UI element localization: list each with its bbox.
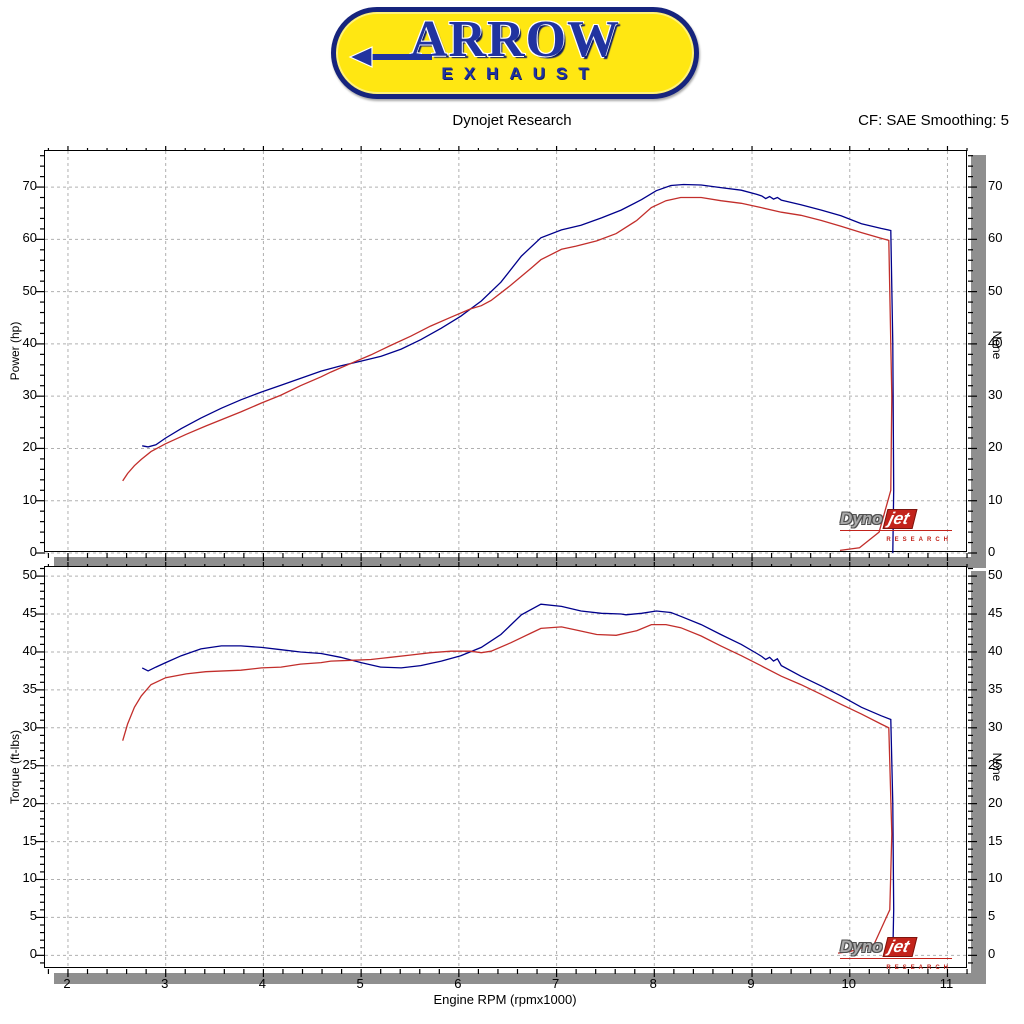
y-tick-label-right: 10	[988, 491, 1003, 507]
y-tick-label-right: 5	[988, 908, 996, 924]
dynojet-watermark: Dyno jet RESEARCH	[840, 509, 952, 549]
y-tick-label: 5	[29, 908, 37, 924]
power-chart-shadow-bottom	[54, 557, 986, 568]
torque-curve-red	[122, 623, 893, 954]
y-tick-label-right: 40	[988, 334, 1003, 350]
y-tick-label-right: 15	[988, 832, 1003, 848]
torque-chart-shadow-bottom	[54, 973, 986, 984]
x-tick-label: 8	[649, 976, 657, 991]
y-tick-label: 50	[22, 567, 37, 583]
y-tick-label-right: 70	[988, 178, 1003, 194]
arrow-sub-text: EXHAUST	[441, 64, 600, 83]
y-tick-label-right: 50	[988, 567, 1003, 583]
y-tick-label: 40	[22, 334, 37, 350]
y-tick-label: 25	[22, 756, 37, 772]
y-tick-label-right: 0	[988, 544, 996, 559]
y-tick-label: 0	[29, 544, 37, 559]
torque-chart-svg	[36, 562, 977, 977]
y-tick-label-right: 60	[988, 230, 1003, 246]
y-tick-label-right: 40	[988, 642, 1003, 658]
torque-y-axis-label: Torque (ft-lbs)	[8, 729, 22, 805]
dynojet-logo-text: Dyno	[840, 937, 883, 956]
dynojet-jet-text: jet	[882, 509, 917, 529]
dynojet-watermark: Dyno jet RESEARCH	[840, 937, 952, 977]
correction-factor-label: CF: SAE Smoothing: 5	[858, 112, 1009, 129]
y-tick-label-right: 20	[988, 794, 1003, 810]
left-arrow-icon	[348, 46, 434, 73]
y-tick-label-right: 30	[988, 718, 1003, 734]
y-tick-label-right: 10	[988, 870, 1003, 886]
y-tick-label: 15	[22, 832, 37, 848]
y-tick-label: 40	[22, 642, 37, 658]
power-chart-shadow-right	[971, 155, 986, 568]
y-tick-label: 70	[22, 178, 37, 194]
y-tick-label: 20	[22, 794, 37, 810]
y-tick-label-right: 0	[988, 946, 996, 962]
power-y-axis-label: Power (hp)	[8, 321, 22, 381]
y-tick-label: 50	[22, 282, 37, 298]
y-tick-label-right: 25	[988, 756, 1003, 772]
torque-curve-blue	[141, 603, 895, 956]
dynojet-jet-text: jet	[882, 937, 917, 957]
y-tick-label: 10	[22, 870, 37, 886]
x-tick-label: 7	[551, 976, 560, 991]
power-curve-red	[122, 196, 893, 552]
arrow-brand-text: ARROW	[409, 11, 621, 68]
x-tick-label: 11	[939, 976, 954, 991]
y-tick-label: 30	[22, 718, 37, 734]
torque-chart-shadow-right	[971, 571, 986, 984]
dynojet-research-text: RESEARCH	[840, 530, 952, 549]
report-title: Dynojet Research	[452, 112, 572, 129]
y-tick-label: 45	[22, 605, 37, 621]
y-tick-label: 35	[22, 680, 37, 696]
torque-chart-plot-area: Dyno jet RESEARCH	[36, 562, 977, 977]
dynojet-logo-text: Dyno	[840, 509, 883, 528]
x-tick-label: 5	[356, 976, 364, 991]
power-chart-svg	[36, 146, 977, 561]
y-tick-label-right: 20	[988, 439, 1003, 455]
power-chart-plot-area: Dyno jet RESEARCH	[36, 146, 977, 561]
y-tick-label: 60	[22, 230, 37, 246]
y-tick-label-right: 35	[988, 680, 1003, 696]
y-tick-label: 20	[22, 439, 37, 455]
x-tick-label: 6	[454, 976, 462, 991]
y-tick-label-right: 50	[988, 282, 1003, 298]
y-tick-label: 30	[22, 387, 37, 403]
x-tick-label: 3	[161, 976, 169, 991]
x-tick-label: 4	[258, 976, 267, 991]
x-tick-label: 9	[747, 976, 755, 991]
power-curve-blue	[142, 183, 895, 554]
x-tick-label: 10	[841, 976, 856, 991]
arrow-exhaust-logo: ARROW EXHAUST	[331, 7, 699, 99]
y-tick-label-right: 45	[988, 605, 1003, 621]
y-tick-label-right: 30	[988, 387, 1003, 403]
x-tick-label: 2	[63, 976, 71, 991]
y-tick-label: 10	[22, 491, 37, 507]
y-tick-label: 0	[29, 946, 37, 962]
dynojet-research-text: RESEARCH	[840, 958, 952, 977]
x-axis-title: Engine RPM (rpmx1000)	[433, 992, 577, 1007]
